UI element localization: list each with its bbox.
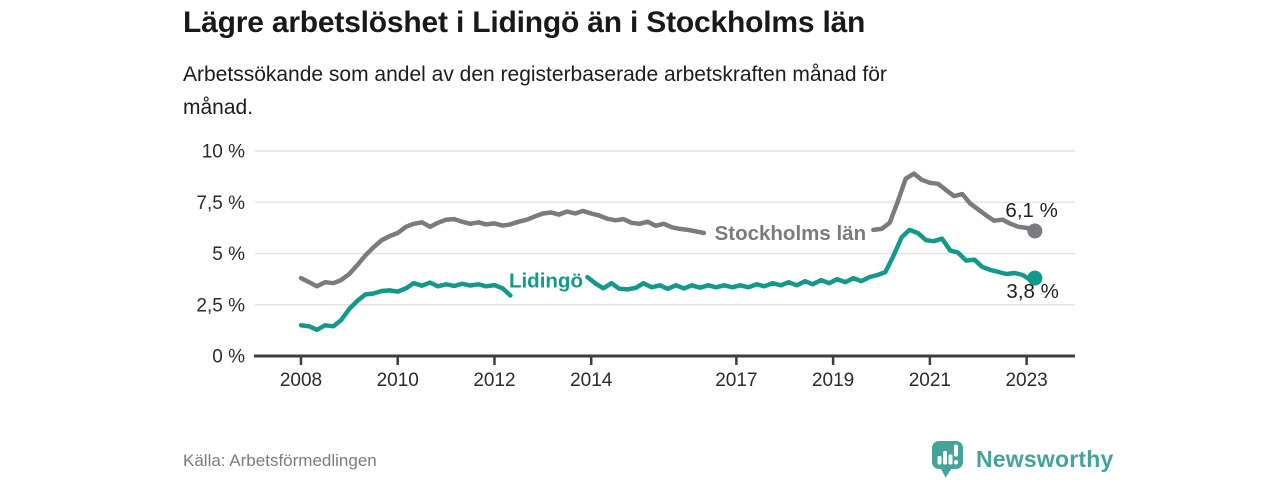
- brand-logo: Newsworthy: [931, 440, 1113, 479]
- x-axis-tick-label: 2008: [280, 370, 322, 391]
- x-axis-tick-label: 2012: [473, 370, 515, 391]
- y-axis-tick-label: 0 %: [212, 347, 245, 368]
- speech-bubble-shape: [932, 441, 963, 469]
- series-line-stockholms-l-n: [298, 208, 707, 289]
- source-note: Källa: Arbetsförmedlingen: [183, 451, 377, 470]
- x-axis-tick-label: 2017: [715, 370, 757, 391]
- chart-subtitle: Arbetssökande som andel av den registerb…: [183, 58, 887, 124]
- x-axis-tick-label: 2019: [812, 370, 854, 391]
- mini-bar-1: [937, 456, 942, 465]
- brand-name: Newsworthy: [976, 446, 1114, 472]
- mini-bar-2: [943, 451, 947, 465]
- speech-bubble-tail: [940, 468, 952, 478]
- series-end-dot-liding-: [1027, 270, 1043, 286]
- exclamation-bar: [954, 444, 958, 457]
- series-inline-label-liding-: Lidingö: [509, 269, 583, 292]
- chart-subtitle-line-2: månad.: [183, 96, 254, 119]
- series-line-liding-: [585, 227, 1038, 292]
- x-axis-tick-label: 2023: [1005, 370, 1047, 391]
- series-end-dot-stockholms-l-n: [1027, 223, 1043, 239]
- y-axis-tick-label: 5 %: [212, 244, 245, 265]
- series-inline-label-stockholms-l-n: Stockholms län: [715, 222, 867, 245]
- exclamation-dot: [954, 460, 958, 465]
- newsworthy-bubble-chart-icon: [932, 441, 963, 478]
- y-axis-tick-label: 10 %: [202, 142, 245, 163]
- series-line-stockholms-l-n: [871, 171, 1038, 234]
- y-axis-tick-label: 7,5 %: [196, 193, 245, 214]
- x-axis-tick-label: 2010: [377, 370, 419, 391]
- series-line-liding-: [298, 280, 513, 333]
- mini-bar-3: [948, 454, 953, 465]
- series-end-value-liding-: 3,8 %: [1006, 280, 1058, 303]
- x-axis-tick-label: 2014: [570, 370, 613, 391]
- chart-title: Lägre arbetslöshet i Lidingö än i Stockh…: [183, 6, 866, 39]
- x-axis-tick-label: 2021: [909, 370, 951, 391]
- chart-subtitle-line-1: Arbetssökande som andel av den registerb…: [183, 63, 887, 86]
- series-end-value-stockholms-l-n: 6,1 %: [1005, 199, 1057, 222]
- y-axis-tick-label: 2,5 %: [196, 295, 245, 316]
